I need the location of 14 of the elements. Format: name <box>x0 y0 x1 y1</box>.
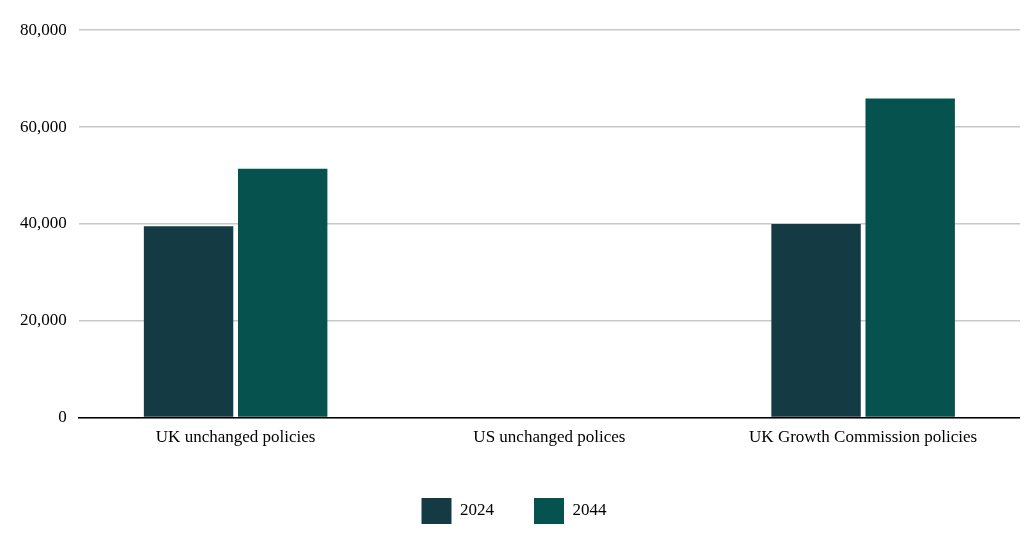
y-tick-label: 80,000 <box>20 19 67 39</box>
bar <box>143 226 234 417</box>
x-tick-label: UK unchanged policies <box>155 427 316 447</box>
legend-label: 2024 <box>460 500 495 520</box>
x-tick-label: US unchanged polices <box>473 427 626 447</box>
bar <box>237 168 328 417</box>
y-tick-label: 0 <box>58 407 67 427</box>
bar <box>771 223 861 417</box>
y-tick-label: 60,000 <box>20 116 67 136</box>
y-tick-label: 40,000 <box>20 213 67 233</box>
bar <box>865 98 955 417</box>
legend-label: 2044 <box>572 500 607 520</box>
x-tick-label: UK Growth Commission policies <box>749 427 978 447</box>
y-tick-label: 20,000 <box>20 310 67 330</box>
